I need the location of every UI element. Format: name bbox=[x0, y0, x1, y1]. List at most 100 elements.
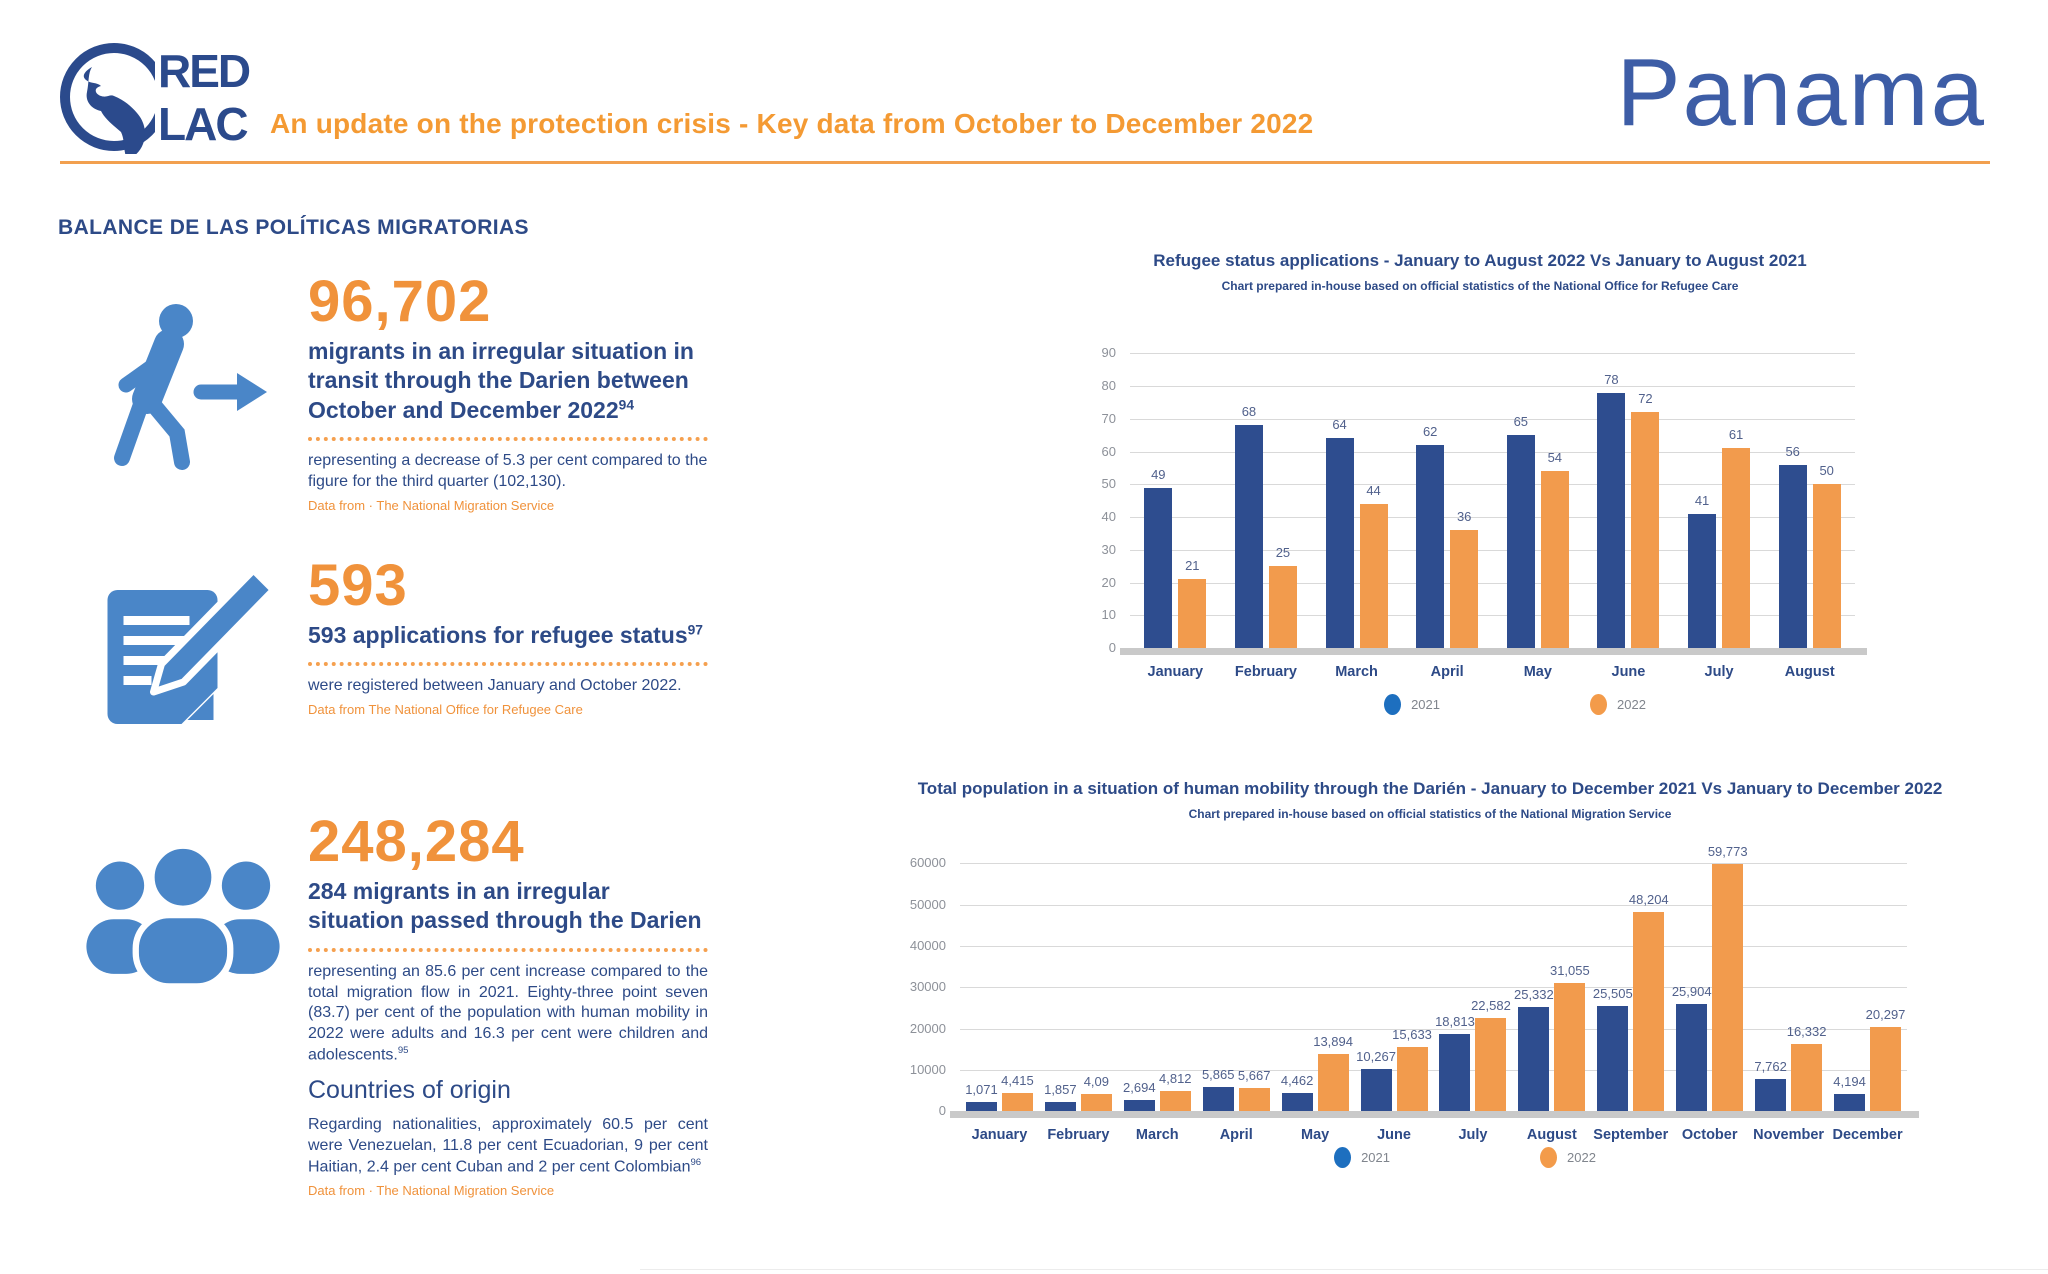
bar-value-label: 44 bbox=[1366, 483, 1381, 499]
y-axis-label: 10 bbox=[1101, 607, 1116, 623]
bar-2021 bbox=[1044, 1102, 1076, 1112]
stat-description-2: Regarding nationalities, approximately 6… bbox=[308, 1116, 708, 1175]
y-axis-label: 70 bbox=[1101, 410, 1116, 426]
bar-2021 bbox=[1518, 1006, 1550, 1112]
x-axis-label: February bbox=[1047, 1127, 1110, 1144]
stat-description: were registered between January and Octo… bbox=[308, 677, 682, 695]
bar-group-july: 41 61 July bbox=[1674, 353, 1765, 680]
bar-value-label: 31,055 bbox=[1549, 962, 1590, 978]
dotted-divider bbox=[308, 662, 708, 667]
x-axis-label: June bbox=[1377, 1127, 1411, 1144]
y-axis-label: 20000 bbox=[909, 1020, 946, 1036]
x-axis-label: May bbox=[1301, 1127, 1330, 1144]
bar-group-february: 68 25 February bbox=[1221, 353, 1312, 680]
bar-value-label: 1,857 bbox=[1044, 1082, 1077, 1098]
bar-2022 bbox=[1359, 504, 1388, 649]
bar-value-label: 25,332 bbox=[1513, 986, 1554, 1002]
x-axis-label: April bbox=[1219, 1127, 1253, 1144]
y-axis-label: 30 bbox=[1101, 541, 1116, 557]
gridline bbox=[1130, 418, 1855, 420]
stat-block-migrants-transit: 96,702 migrants in an irregular situatio… bbox=[58, 269, 708, 513]
legend-item-2021: 2021 bbox=[1384, 694, 1440, 716]
bar-group-june: 10,267 15,633 June bbox=[1355, 863, 1434, 1144]
x-axis-baseline bbox=[1120, 648, 1867, 656]
bar-group-may: 4,462 13,894 May bbox=[1276, 863, 1355, 1143]
gridline bbox=[1130, 353, 1855, 355]
bar-value-label: 4,415 bbox=[1001, 1073, 1034, 1089]
walking-person-arrow-icon bbox=[113, 304, 267, 470]
legend-marker-2021 bbox=[1384, 694, 1402, 716]
bar-2022 bbox=[1475, 1017, 1507, 1112]
gridline bbox=[960, 945, 1907, 947]
stat-source: Data from The National Office for Refuge… bbox=[308, 702, 583, 718]
bar-2021 bbox=[1506, 435, 1535, 649]
gridline bbox=[1130, 386, 1855, 388]
bar-value-label: 4,462 bbox=[1280, 1072, 1314, 1088]
people-group-icon bbox=[86, 842, 280, 990]
x-axis-baseline bbox=[950, 1111, 1919, 1119]
bar-group-february: 1,857 4,09 February bbox=[1039, 863, 1118, 1143]
bar-group-august: 56 50 August bbox=[1764, 353, 1855, 680]
legend-marker-2021 bbox=[1334, 1147, 1352, 1169]
darien-mobility-chart: Total population in a situation of human… bbox=[890, 778, 1970, 1169]
x-axis-label: February bbox=[1234, 664, 1297, 681]
bar-2022 bbox=[1791, 1043, 1823, 1112]
x-axis-label: August bbox=[1784, 664, 1835, 681]
bar-2022 bbox=[1633, 912, 1665, 1112]
bar-value-label: 61 bbox=[1728, 427, 1744, 443]
bar-value-label: 16,332 bbox=[1786, 1023, 1827, 1039]
report-title: An update on the protection crisis - Key… bbox=[270, 108, 1314, 139]
y-axis-label: 0 bbox=[938, 1103, 946, 1119]
gridline bbox=[1130, 451, 1855, 453]
gridline bbox=[1130, 582, 1855, 584]
bar-2022 bbox=[1712, 864, 1744, 1112]
chart-plot-area: 90 80 70 60 50 40 30 20 10 0 49 21 January 68 25 Februa… bbox=[1102, 345, 1867, 680]
bar-2021 bbox=[1834, 1093, 1866, 1112]
y-axis-label: 80 bbox=[1101, 378, 1116, 394]
bar-2021 bbox=[1778, 464, 1807, 649]
bar-value-label: 54 bbox=[1547, 450, 1563, 466]
bar-group-march: 64 44 March bbox=[1311, 353, 1402, 680]
y-axis-label: 20 bbox=[1101, 574, 1116, 590]
bar-value-label: 72 bbox=[1638, 391, 1653, 407]
stat-source: Data from · The National Migration Servi… bbox=[308, 1182, 555, 1198]
bar-2021 bbox=[1325, 438, 1354, 649]
bar-value-label: 10,267 bbox=[1356, 1048, 1396, 1064]
x-axis-label: June bbox=[1611, 664, 1646, 681]
bar-2021 bbox=[1360, 1068, 1392, 1112]
bar-2022 bbox=[1001, 1093, 1033, 1112]
bar-value-label: 7,762 bbox=[1754, 1059, 1787, 1075]
bar-value-label: 25,904 bbox=[1671, 984, 1712, 1000]
gridline bbox=[1130, 549, 1855, 551]
x-axis-label: April bbox=[1430, 664, 1464, 681]
bar-2022 bbox=[1450, 530, 1479, 649]
bar-group-june: 78 72 June bbox=[1583, 353, 1674, 680]
logo-text-lac: LAC bbox=[158, 98, 247, 150]
chart-subtitle: Chart prepared in-house based on officia… bbox=[1188, 807, 1672, 822]
page-bottom-divider bbox=[640, 1269, 2048, 1270]
bar-value-label: 64 bbox=[1332, 417, 1347, 433]
y-axis-label: 60000 bbox=[909, 855, 946, 871]
bar-value-label: 65 bbox=[1513, 414, 1529, 430]
bar-2021 bbox=[1688, 513, 1717, 649]
header-divider bbox=[60, 161, 1990, 164]
bar-group-april: 62 36 April bbox=[1402, 353, 1493, 680]
bar-value-label: 68 bbox=[1241, 404, 1257, 420]
legend-marker-2022 bbox=[1540, 1147, 1557, 1169]
x-axis-label: January bbox=[971, 1127, 1028, 1144]
y-axis-label: 10000 bbox=[909, 1061, 946, 1077]
bar-value-label: 41 bbox=[1694, 492, 1710, 508]
bar-2021 bbox=[965, 1102, 997, 1112]
x-axis-label: July bbox=[1458, 1127, 1488, 1144]
bar-value-label: 4,812 bbox=[1159, 1071, 1192, 1087]
bar-2022 bbox=[1396, 1046, 1428, 1112]
stat-value: 96,702 bbox=[308, 269, 492, 334]
stat-block-refugee-applications: 593 593 applications for refugee status9… bbox=[58, 555, 708, 734]
x-axis-label: March bbox=[1135, 1127, 1179, 1144]
stat-block-total-darien: 248,284 284 migrants in an irregular sit… bbox=[58, 811, 708, 1198]
gridline bbox=[1130, 615, 1855, 617]
redlac-logo: RED LAC bbox=[60, 40, 263, 154]
y-axis-label: 90 bbox=[1101, 345, 1116, 361]
countries-of-origin-heading: Countries of origin bbox=[308, 1076, 511, 1105]
bar-group-september: 25,505 48,204 September bbox=[1591, 863, 1670, 1143]
